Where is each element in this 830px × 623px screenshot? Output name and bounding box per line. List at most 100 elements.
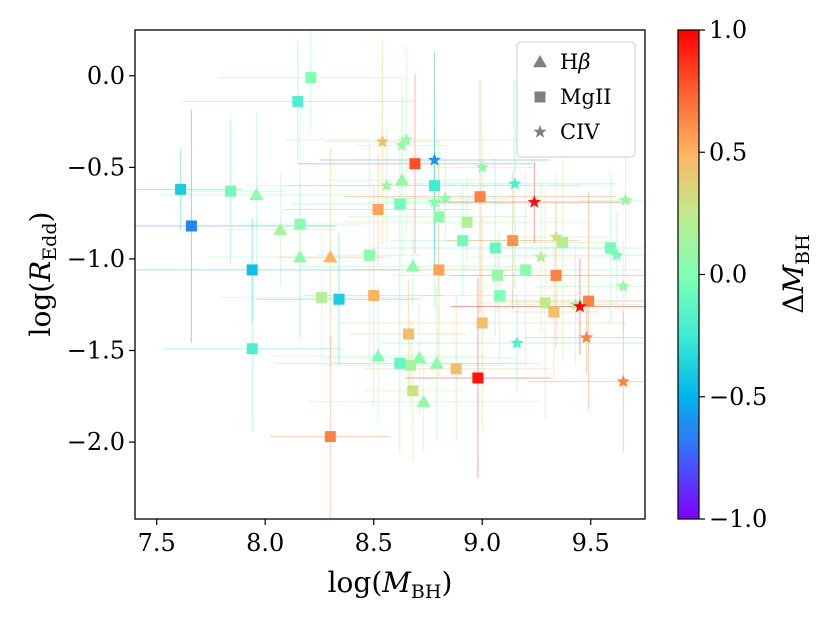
star-point xyxy=(616,374,630,388)
square-point xyxy=(457,235,469,247)
star-point xyxy=(399,132,413,146)
square-point xyxy=(604,242,616,254)
x-tick-label: 8.0 xyxy=(246,529,284,557)
colorbar-label: ΔMBH xyxy=(777,234,814,313)
square-point xyxy=(246,343,258,355)
square-point xyxy=(433,211,445,223)
x-tick-label: 7.5 xyxy=(138,529,176,557)
star-point xyxy=(527,195,541,208)
square-point xyxy=(224,185,236,197)
square-point xyxy=(185,220,197,232)
square-point xyxy=(539,297,551,309)
square-point xyxy=(175,183,187,195)
triangle-point xyxy=(323,250,338,263)
square-point xyxy=(305,72,317,84)
legend-square-icon xyxy=(534,91,546,103)
square-point xyxy=(372,203,384,215)
x-tick-label: 9.0 xyxy=(463,529,501,557)
square-point xyxy=(450,363,462,375)
legend-entry-label: CIV xyxy=(560,120,600,144)
square-point xyxy=(557,236,569,248)
star-point xyxy=(375,134,390,148)
colorbar-tick-label: 0.5 xyxy=(709,138,747,166)
star-point xyxy=(475,160,489,173)
star-point xyxy=(438,191,452,205)
star-point xyxy=(616,279,630,293)
y-axis-ticks: 0.0 −0.5 −1.0 −1.5 −2.0 xyxy=(67,62,135,456)
y-tick-label: −1.5 xyxy=(67,337,125,365)
square-point xyxy=(461,216,473,228)
triangle-point xyxy=(394,173,409,186)
star-point xyxy=(534,250,548,263)
square-point xyxy=(394,357,406,369)
y-tick-label: −1.0 xyxy=(67,245,125,273)
square-point xyxy=(405,359,417,371)
x-tick-label: 9.5 xyxy=(572,529,610,557)
star-point xyxy=(573,299,587,313)
square-point xyxy=(368,290,380,302)
square-point xyxy=(474,191,486,203)
star-point xyxy=(579,330,594,344)
x-tick-label: 8.5 xyxy=(355,529,393,557)
colorbar-tick-label: −0.5 xyxy=(709,383,767,411)
star-point xyxy=(508,176,522,190)
y-axis-label: log(REdd) xyxy=(24,212,61,337)
star-point xyxy=(427,153,442,166)
triangle-point xyxy=(371,349,386,362)
legend-entry-label: Hβ xyxy=(560,50,590,74)
triangle-point xyxy=(292,250,307,263)
plot-frame xyxy=(134,29,646,520)
colorbar-ticks: 1.0 0.5 0.0 −0.5 −1.0 xyxy=(699,16,767,533)
square-point xyxy=(491,269,503,281)
square-point xyxy=(494,290,506,302)
legend-entry-label: MgII xyxy=(560,85,612,109)
square-point xyxy=(476,317,488,329)
square-point xyxy=(324,431,336,443)
triangle-point xyxy=(416,394,431,408)
square-point xyxy=(433,264,445,276)
square-point xyxy=(394,198,406,210)
star-point xyxy=(395,138,409,151)
star-point xyxy=(510,336,524,349)
triangle-point xyxy=(405,259,420,272)
triangle-point xyxy=(249,187,264,201)
y-tick-label: −2.0 xyxy=(67,428,125,456)
colorbar-tick-label: −1.0 xyxy=(709,505,767,533)
square-point xyxy=(583,295,595,307)
square-point xyxy=(550,269,562,281)
star-point xyxy=(380,178,394,192)
square-point xyxy=(520,264,532,276)
x-axis-ticks: 7.5 8.0 8.5 9.0 9.5 xyxy=(138,519,610,557)
colorbar-gradient xyxy=(678,30,699,519)
colorbar-tick-label: 0.0 xyxy=(709,261,747,289)
y-tick-label: 0.0 xyxy=(87,62,125,90)
star-point xyxy=(568,297,583,311)
colorbar: 1.0 0.5 0.0 −0.5 −1.0 ΔMBH xyxy=(677,16,814,533)
star-point xyxy=(549,230,563,243)
square-point xyxy=(548,306,560,318)
square-point xyxy=(472,372,484,384)
y-tick-label: −0.5 xyxy=(67,153,125,181)
star-point xyxy=(618,193,633,206)
square-point xyxy=(409,158,421,170)
legend-triangle-icon xyxy=(533,55,547,68)
square-point xyxy=(402,328,414,340)
square-point xyxy=(489,242,501,254)
colorbar-tick-label: 1.0 xyxy=(709,16,747,44)
square-point xyxy=(428,180,440,192)
legend-star-icon xyxy=(533,125,547,138)
x-axis-label: log(MBH) xyxy=(328,566,453,603)
star-point xyxy=(427,195,442,208)
square-point xyxy=(292,95,304,107)
square-point xyxy=(507,235,519,247)
triangle-point xyxy=(273,222,288,235)
square-point xyxy=(363,249,375,261)
square-point xyxy=(333,293,345,305)
legend: Hβ MgII CIV xyxy=(516,41,636,158)
square-point xyxy=(316,291,328,303)
square-point xyxy=(294,218,306,230)
legend-box xyxy=(516,41,636,158)
data-points xyxy=(175,72,633,443)
square-point xyxy=(407,385,419,397)
